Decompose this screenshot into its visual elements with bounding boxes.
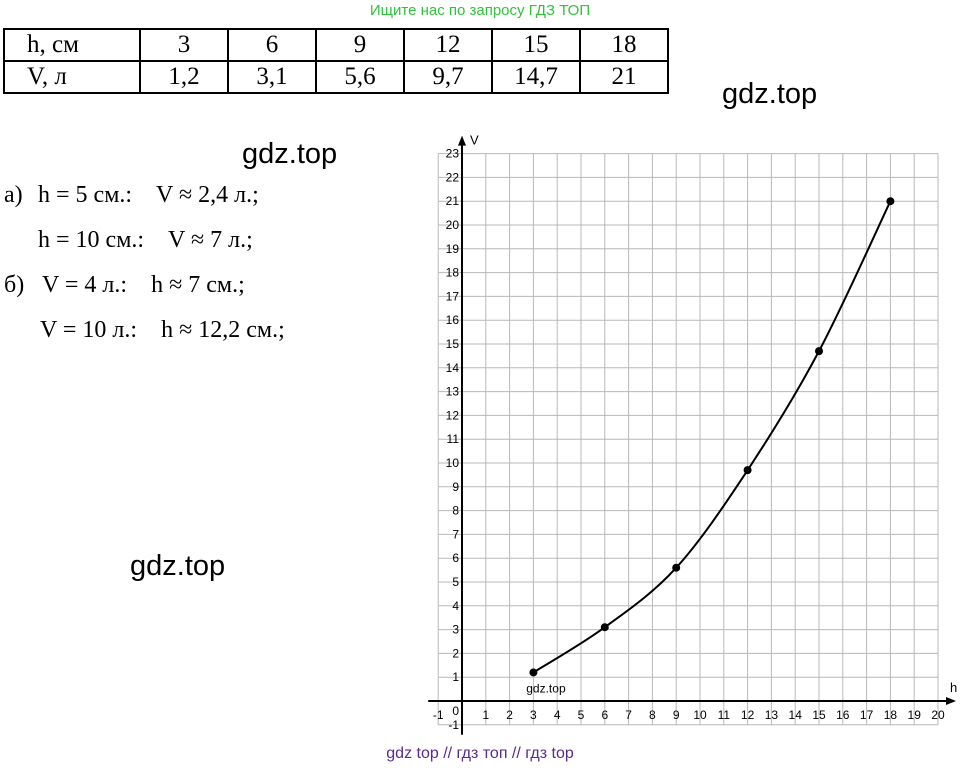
row-label-v: V, л	[3, 60, 141, 94]
y-tick-label: 8	[452, 504, 459, 518]
table-cell: 14,7	[491, 60, 581, 94]
y-tick-label: -1	[448, 718, 459, 732]
x-tick-label: 11	[718, 708, 731, 722]
series-line	[532, 200, 892, 674]
y-tick-label: 12	[446, 408, 460, 422]
data-point	[529, 668, 538, 677]
x-tick-label: 19	[908, 708, 922, 722]
y-tick-label: 13	[446, 385, 460, 399]
data-point	[886, 197, 895, 206]
x-tick-label: 12	[741, 708, 755, 722]
watermark-left-mid: gdz.top	[130, 550, 226, 582]
table-cell: 12	[403, 28, 493, 62]
x-tick-label: -1	[433, 708, 444, 722]
table-cell: 3,1	[227, 60, 317, 94]
table-cell: 21	[579, 60, 669, 94]
x-tick-label: 8	[649, 708, 656, 722]
x-tick-label: 13	[765, 708, 779, 722]
y-tick-label: 22	[446, 170, 460, 184]
y-tick-label: 15	[446, 337, 460, 351]
y-tick-label: 14	[446, 361, 460, 375]
y-tick-label: 4	[452, 599, 459, 613]
answer-b-line2: V = 10 л.: h ≈ 12,2 см.;	[40, 317, 285, 343]
y-tick-label: 18	[446, 266, 460, 280]
data-point	[743, 466, 752, 475]
x-tick-label: 14	[789, 708, 803, 722]
y-tick-label: 2	[452, 646, 459, 660]
answer-b-line1: V = 4 л.: h ≈ 7 см.;	[42, 272, 245, 298]
row-label-h: h, см	[3, 28, 141, 62]
y-tick-label: 16	[446, 313, 460, 327]
x-tick-label: 18	[884, 708, 898, 722]
y-tick-label: 21	[446, 194, 460, 208]
table-cell: 9	[315, 28, 405, 62]
origin-label: 0	[452, 704, 459, 718]
chart-watermark: gdz.top	[526, 682, 566, 696]
data-table: h, см 3 6 9 12 15 18 V, л 1,2 3,1 5,6 9,…	[3, 28, 669, 94]
table-cell: 18	[579, 28, 669, 62]
table-cell: 5,6	[315, 60, 405, 94]
x-tick-label: 15	[812, 708, 826, 722]
footer-watermark: gdz top // гдз топ // гдз top	[386, 745, 574, 762]
x-tick-label: 2	[506, 708, 513, 722]
answer-b-prefix: б)	[4, 272, 25, 298]
x-axis-arrow	[946, 697, 956, 705]
y-axis-label: V	[470, 133, 479, 148]
table-cell: 1,2	[139, 60, 229, 94]
y-tick-label: 1	[452, 670, 459, 684]
table-row-v: V, л 1,2 3,1 5,6 9,7 14,7 21	[3, 60, 669, 94]
table-cell: 15	[491, 28, 581, 62]
y-tick-label: 10	[446, 456, 460, 470]
x-tick-label: 10	[693, 708, 707, 722]
table-cell: 9,7	[403, 60, 493, 94]
x-tick-label: 9	[673, 708, 680, 722]
table-row-h: h, см 3 6 9 12 15 18	[3, 28, 669, 62]
x-tick-label: 17	[860, 708, 874, 722]
x-tick-label: 3	[530, 708, 537, 722]
answer-a-prefix: а)	[4, 182, 23, 208]
table-cell: 6	[227, 28, 317, 62]
answer-a-line1: h = 5 см.: V ≈ 2,4 л.;	[38, 182, 259, 208]
data-point	[815, 347, 823, 356]
x-tick-label: 16	[836, 708, 850, 722]
x-tick-label: 20	[931, 708, 945, 722]
x-tick-label: 1	[482, 708, 489, 722]
y-tick-label: 11	[447, 432, 460, 446]
answer-a-line2: h = 10 см.: V ≈ 7 л.;	[38, 227, 253, 253]
x-tick-label: 6	[601, 708, 608, 722]
y-tick-label: 19	[446, 242, 460, 256]
x-tick-label: 4	[554, 708, 561, 722]
y-tick-label: 9	[452, 480, 459, 494]
y-tick-label: 17	[446, 289, 460, 303]
table-cell: 3	[139, 28, 229, 62]
y-tick-label: 6	[452, 551, 459, 565]
y-tick-label: 23	[446, 147, 460, 161]
watermark-left-top: gdz.top	[242, 138, 338, 170]
y-axis-arrow	[458, 135, 466, 146]
y-tick-label: 20	[446, 218, 460, 232]
x-axis-label: h	[950, 680, 957, 695]
data-point	[600, 623, 609, 632]
y-tick-label: 3	[452, 623, 459, 637]
y-tick-label: 7	[452, 527, 459, 541]
x-tick-label: 5	[578, 708, 585, 722]
top-banner: Ищите нас по запросу ГДЗ ТОП	[369, 2, 591, 19]
y-tick-label: 5	[452, 575, 459, 589]
x-tick-label: 7	[625, 708, 632, 722]
watermark-right-top: gdz.top	[722, 78, 818, 110]
data-point	[672, 563, 681, 572]
